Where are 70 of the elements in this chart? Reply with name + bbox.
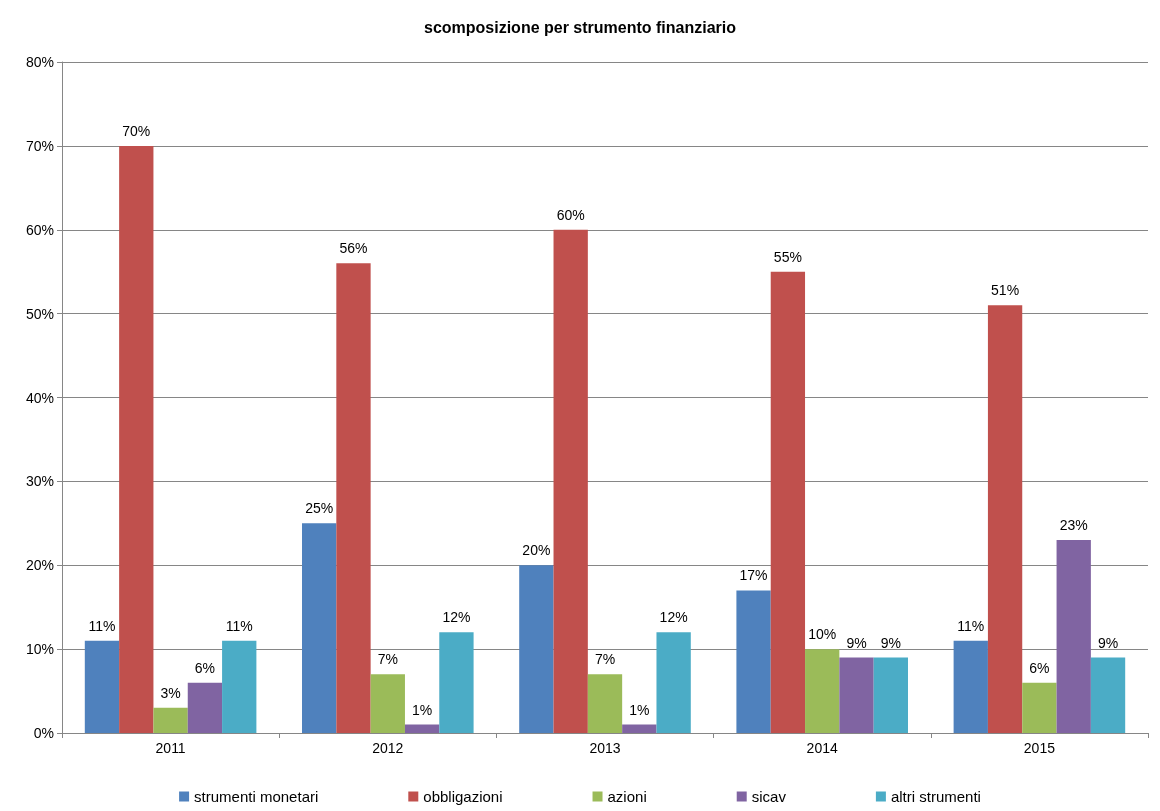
- y-tick-label: 70%: [25, 137, 54, 154]
- bar: [302, 523, 337, 733]
- data-label: 70%: [122, 122, 151, 139]
- bar: [336, 263, 371, 733]
- legend-label: sicav: [751, 788, 787, 805]
- x-tick-label: 2012: [372, 740, 404, 756]
- y-tick-label: 20%: [25, 557, 54, 574]
- data-label: 6%: [194, 659, 216, 676]
- data-label: 23%: [1059, 517, 1088, 534]
- bar: [839, 657, 874, 733]
- data-label: 11%: [225, 617, 253, 634]
- bar: [404, 724, 440, 733]
- bar: [187, 682, 223, 733]
- x-tick-label: 2014: [806, 740, 838, 756]
- data-label: 12%: [659, 609, 688, 626]
- bar: [370, 674, 405, 733]
- data-label: 9%: [846, 634, 867, 651]
- data-label: 20%: [522, 542, 551, 559]
- bar: [119, 145, 154, 733]
- y-tick-label: 50%: [25, 305, 54, 322]
- y-tick-label: 60%: [25, 221, 54, 238]
- x-tick-label: 2015: [1023, 740, 1056, 756]
- data-label: 10%: [808, 626, 837, 643]
- y-tick-label: 40%: [25, 389, 54, 406]
- data-label: 56%: [339, 240, 368, 257]
- chart-title: scomposizione per strumento finanziario: [423, 18, 737, 36]
- legend-label: strumenti monetari: [194, 788, 319, 805]
- data-label: 7%: [594, 651, 616, 668]
- bar: [222, 640, 257, 733]
- data-label: 25%: [305, 500, 334, 517]
- bar: [553, 229, 588, 733]
- bar: [1056, 540, 1091, 733]
- data-label: 11%: [88, 617, 116, 634]
- bar: [439, 632, 474, 733]
- data-label: 60%: [556, 206, 585, 223]
- x-tick-label: 2011: [155, 740, 186, 756]
- bar: [987, 305, 1023, 733]
- bar: [622, 724, 657, 733]
- bar: [770, 271, 806, 733]
- bar: [153, 707, 188, 733]
- data-label: 9%: [1097, 634, 1119, 651]
- bar: [1022, 682, 1057, 733]
- legend-label: azioni: [607, 788, 647, 805]
- data-label: 3%: [160, 684, 181, 701]
- bar: [84, 640, 120, 733]
- data-label: 12%: [442, 609, 471, 626]
- data-label: 51%: [991, 282, 1020, 299]
- y-tick-label: 30%: [25, 473, 54, 490]
- data-label: 11%: [957, 617, 985, 634]
- data-label: 9%: [880, 634, 901, 651]
- y-tick-label: 10%: [25, 641, 54, 658]
- bar: [736, 590, 771, 733]
- data-label: 1%: [412, 701, 433, 718]
- y-tick-label: 0%: [33, 725, 54, 741]
- x-tick-label: 2013: [589, 740, 621, 756]
- bar: [587, 674, 623, 733]
- data-label: 17%: [739, 567, 768, 584]
- data-label: 1%: [629, 701, 650, 718]
- data-label: 6%: [1029, 659, 1050, 676]
- bar: [805, 649, 840, 733]
- data-label: 7%: [377, 651, 398, 668]
- bar: [519, 565, 554, 733]
- bar: [873, 657, 908, 733]
- bar: [656, 632, 691, 733]
- data-label: 55%: [773, 248, 802, 265]
- bar: [1090, 657, 1126, 733]
- legend-label: altri strumenti: [890, 788, 981, 805]
- legend-label: obbligazioni: [423, 788, 503, 805]
- bar: [953, 640, 988, 733]
- y-tick-label: 80%: [25, 54, 54, 70]
